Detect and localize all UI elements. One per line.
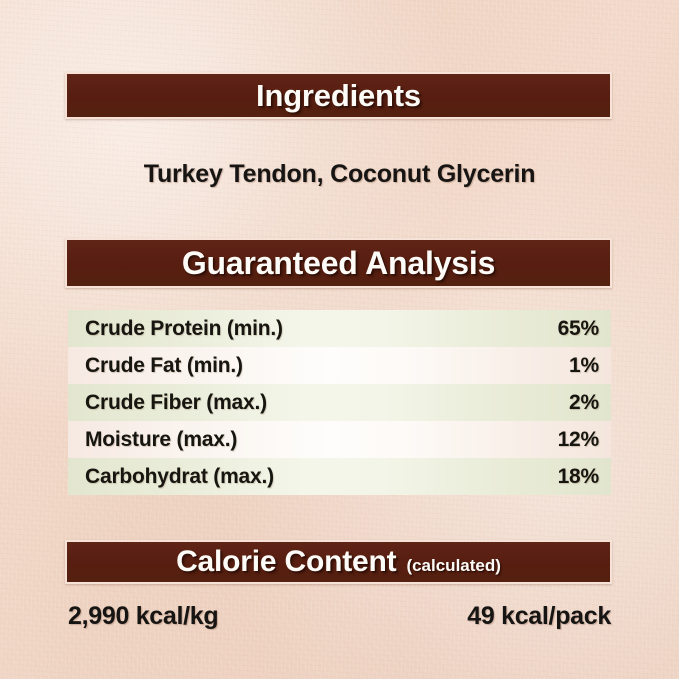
analysis-nutrient-label: Carbohydrat (max.) [85,464,274,488]
guaranteed-analysis-table: Crude Protein (min.) 65% Crude Fat (min.… [68,310,611,495]
analysis-nutrient-label: Crude Protein (min.) [85,316,283,340]
analysis-nutrient-label: Crude Fat (min.) [85,353,243,377]
calorie-per-kg-value: 2,990 kcal/kg [68,602,219,630]
calorie-values-row: 2,990 kcal/kg 49 kcal/pack [68,602,611,631]
analysis-nutrient-value: 2% [569,390,599,414]
analysis-nutrient-value: 65% [557,316,600,340]
ingredients-heading-banner: Ingredients [65,72,612,119]
ingredients-heading-text: Ingredients [256,77,421,113]
analysis-nutrient-label: Crude Fiber (max.) [85,390,267,414]
calorie-content-heading-text: Calorie Content [176,545,397,578]
table-row: Crude Fiber (max.) 2% [68,384,611,421]
table-row: Crude Protein (min.) 65% [68,310,611,347]
guaranteed-analysis-heading-banner: Guaranteed Analysis [65,238,612,288]
analysis-nutrient-value: 12% [557,427,600,451]
calorie-per-pack-value: 49 kcal/pack [467,602,611,630]
calorie-content-heading-banner: Calorie Content (calculated) [65,540,612,584]
analysis-nutrient-value: 18% [557,464,600,488]
analysis-nutrient-label: Moisture (max.) [85,427,238,451]
guaranteed-analysis-heading-text: Guaranteed Analysis [181,244,496,281]
table-row: Carbohydrat (max.) 18% [68,458,611,495]
table-row: Moisture (max.) 12% [68,421,611,458]
table-row: Crude Fat (min.) 1% [68,347,611,384]
ingredients-list-text: Turkey Tendon, Coconut Glycerin [143,160,536,188]
calorie-content-heading-suffix: (calculated) [406,556,501,575]
analysis-nutrient-value: 1% [569,353,599,377]
